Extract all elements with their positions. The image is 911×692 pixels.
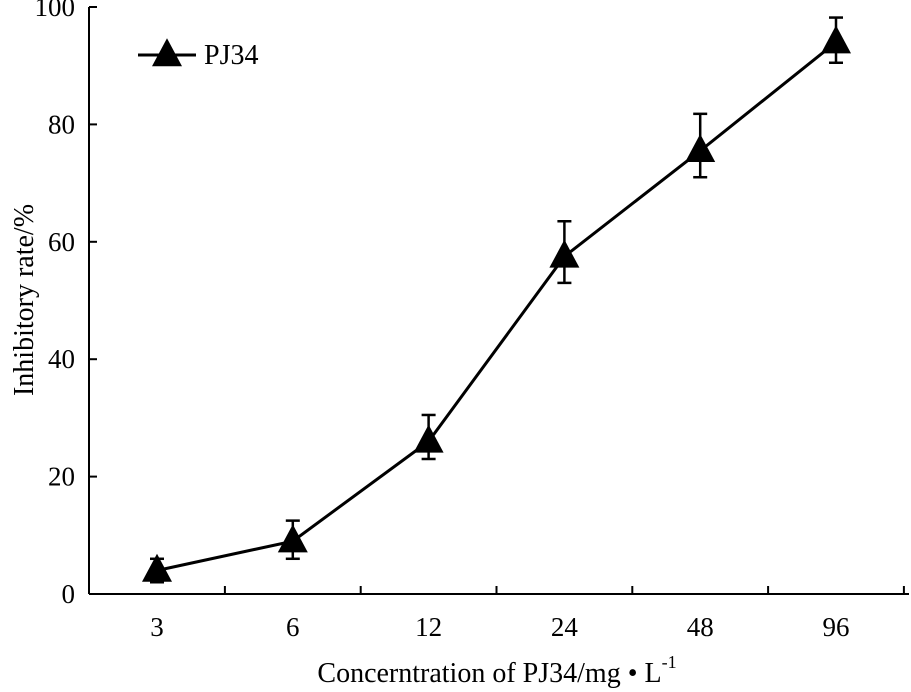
data-point-24 — [549, 239, 580, 268]
x-tick-label-48: 48 — [687, 612, 714, 642]
x-tick-label-3: 3 — [150, 612, 164, 642]
y-tick-label-80: 80 — [48, 109, 75, 139]
x-tick-label-24: 24 — [551, 612, 579, 642]
x-ticks: 3 6 12 24 48 96 — [150, 586, 905, 642]
series-line-pj34 — [156, 41, 837, 572]
y-tick-label-40: 40 — [48, 344, 75, 374]
data-point-96 — [821, 25, 851, 54]
data-point-48 — [685, 134, 716, 163]
legend: PJ34 — [138, 38, 258, 71]
data-point-6 — [277, 524, 308, 553]
y-tick-label-100: 100 — [35, 0, 76, 22]
data-point-12 — [413, 424, 444, 453]
y-ticks: 0 20 40 60 80 100 — [35, 0, 97, 609]
legend-label-pj34: PJ34 — [204, 40, 258, 71]
x-tick-label-6: 6 — [286, 612, 300, 642]
series-layer — [142, 16, 851, 584]
x-axis-title: Concerntration of PJ34/mg • L-1 — [317, 652, 676, 689]
legend-triangle-marker — [152, 38, 182, 67]
data-point-3 — [142, 553, 172, 582]
x-tick-label-12: 12 — [415, 612, 442, 642]
x-tick-label-96: 96 — [823, 612, 850, 642]
y-tick-label-0: 0 — [62, 579, 76, 609]
y-tick-label-20: 20 — [48, 462, 75, 492]
x-axis-title-text: Concerntration of PJ34/mg • L — [317, 658, 661, 689]
x-axis-title-superscript: -1 — [662, 652, 677, 672]
y-axis-title: Inhibitory rate/% — [9, 204, 40, 396]
y-tick-label-60: 60 — [48, 227, 75, 257]
